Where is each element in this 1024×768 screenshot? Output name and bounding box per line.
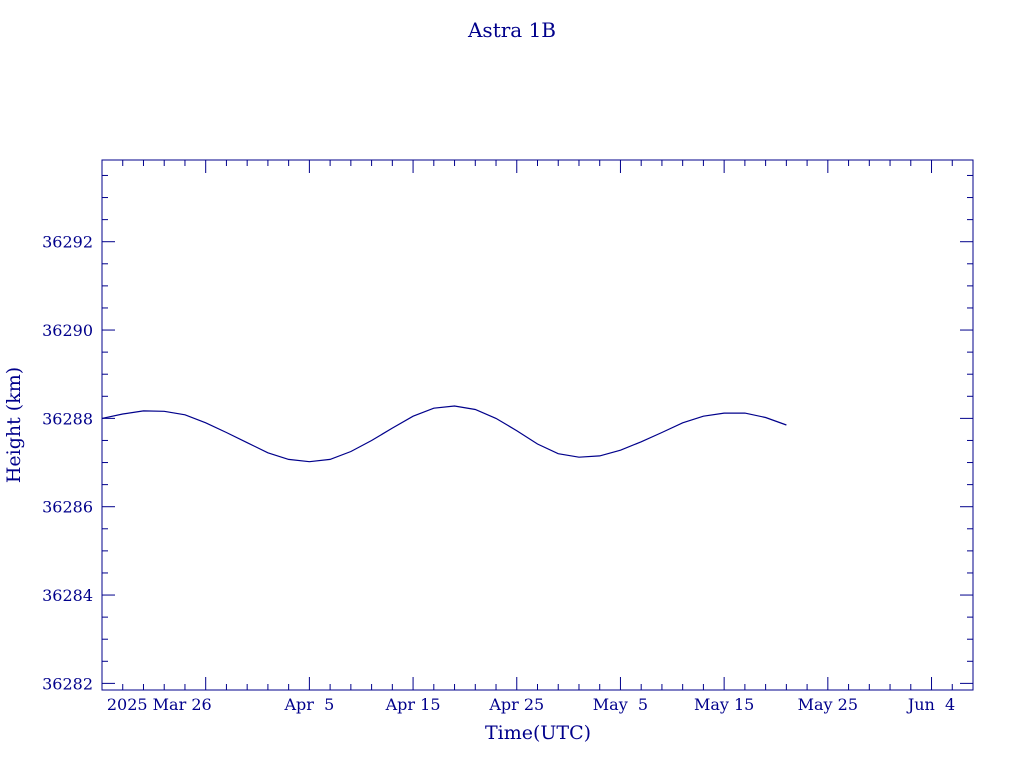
y-tick-label: 36286 xyxy=(42,498,93,517)
y-tick-label: 36290 xyxy=(42,321,93,340)
x-tick-label: May 25 xyxy=(798,695,858,714)
x-tick-label: Apr 15 xyxy=(385,695,441,714)
height-series-line xyxy=(101,405,787,463)
x-tick-label: Apr 25 xyxy=(488,695,544,714)
x-axis: 2025 Mar 26 Apr 5 Apr 15 Apr 25 May 5 May 15 M… xyxy=(101,160,974,714)
y-tick-label: 36288 xyxy=(42,409,93,428)
x-tick-label: 2025 Mar 26 xyxy=(107,695,212,714)
y-tick-label: 36282 xyxy=(42,674,93,693)
x-tick-label: May 15 xyxy=(694,695,754,714)
x-tick-label: Jun 4 xyxy=(906,695,955,714)
chart-title: Astra 1B xyxy=(467,18,556,42)
x-axis-title: Time(UTC) xyxy=(485,722,591,744)
plot-frame xyxy=(101,159,974,691)
y-tick-label: 36292 xyxy=(42,233,93,252)
y-axis: 36282 36284 36286 36288 36290 36292 xyxy=(42,174,973,693)
x-tick-label: Apr 5 xyxy=(283,695,334,714)
x-tick-label: May 5 xyxy=(593,695,648,714)
y-tick-label: 36284 xyxy=(42,586,93,605)
y-axis-title: Height (km) xyxy=(3,367,25,483)
